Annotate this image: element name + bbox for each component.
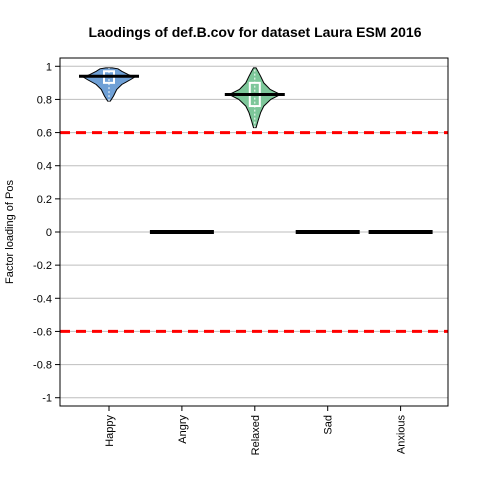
y-tick-label: 1 — [46, 61, 52, 73]
x-tick-label: Angry — [177, 415, 189, 444]
x-axis: Happy Angry Relaxed Sad Anxious — [104, 406, 408, 455]
x-tick-label: Sad — [323, 415, 335, 435]
y-tick-label: -0.6 — [33, 326, 52, 338]
y-tick-label: 0 — [46, 227, 52, 239]
y-axis-label: Factor loading of Pos — [4, 180, 16, 284]
x-tick-label: Relaxed — [250, 415, 262, 455]
x-tick-label: Happy — [104, 415, 116, 447]
y-tick-label: -0.8 — [33, 360, 52, 372]
y-tick-label: 0.2 — [37, 194, 52, 206]
x-tick-label: Anxious — [396, 415, 408, 455]
violin-relaxed — [224, 67, 285, 129]
y-axis: 1 0.8 0.6 0.4 0.2 0 -0.2 -0.4 -0.6 -0.8 -1 — [33, 61, 60, 405]
y-tick-label: -0.2 — [33, 260, 52, 272]
violin-layer — [79, 67, 433, 234]
y-tick-label: -1 — [42, 393, 52, 405]
y-tick-label: 0.6 — [37, 128, 52, 140]
y-tick-label: 0.4 — [37, 161, 52, 173]
violin-happy — [79, 67, 139, 102]
threshold-layer — [60, 131, 448, 333]
y-tick-label: -0.4 — [33, 293, 52, 305]
chart-title: Laodings of def.B.cov for dataset Laura … — [89, 24, 422, 40]
y-tick-label: 0.8 — [37, 94, 52, 106]
